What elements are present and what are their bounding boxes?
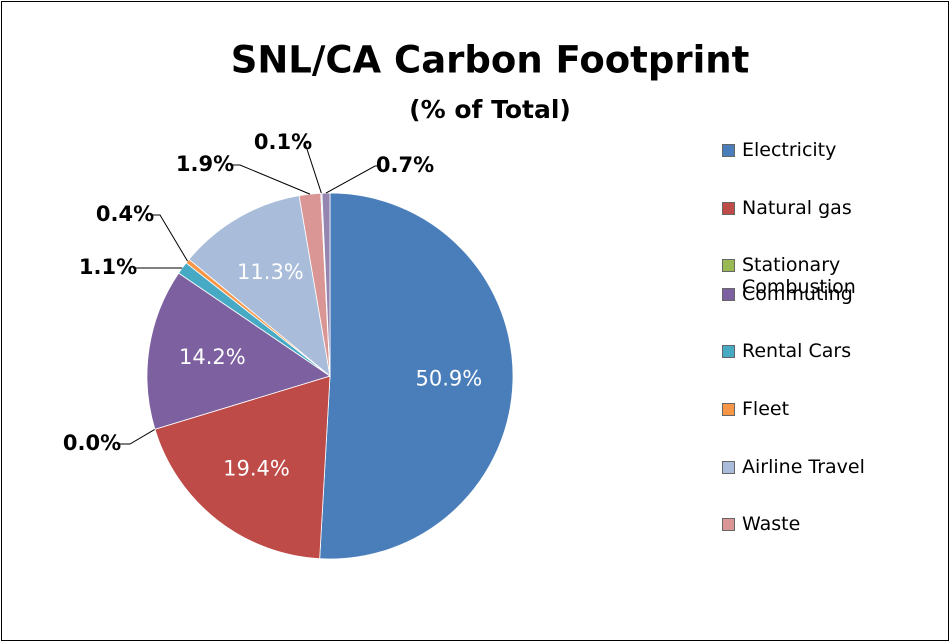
legend-label: Natural gas [742,197,852,219]
legend-swatch [722,259,735,272]
data-label: 1.1% [79,255,137,279]
legend-item: Rental Cars [722,340,902,362]
legend-swatch [722,461,735,474]
legend-item: Electricity [722,139,902,161]
chart-subtitle: (% of Total) [409,95,571,124]
data-label: 11.3% [237,260,304,284]
data-label: 50.9% [416,366,483,390]
data-label: 1.9% [176,152,234,176]
legend-label: Electricity [742,139,836,161]
legend-swatch [722,202,735,215]
leader-line [326,166,380,193]
legend-label: Airline Travel [742,456,865,478]
data-label: 0.7% [376,153,434,177]
leader-line [230,165,310,194]
legend-item: Fleet [722,398,902,420]
legend-swatch [722,288,735,301]
legend-label: Commuting [742,283,853,305]
legend-swatch [722,518,735,531]
legend-item: Commuting [722,283,902,305]
data-label: 19.4% [223,457,290,481]
legend-label: Waste [742,513,800,535]
data-label: 14.2% [179,345,246,369]
legend-label: Rental Cars [742,340,851,362]
legend-item: Natural gas [722,197,902,219]
legend-swatch [722,144,735,157]
legend-swatch [722,403,735,416]
data-label: 0.4% [96,202,154,226]
leader-line [117,429,155,444]
data-label: 0.0% [63,431,121,455]
chart-title: SNL/CA Carbon Footprint [231,39,750,82]
data-label: 0.1% [254,130,312,154]
leader-line [150,215,188,261]
legend-label: Fleet [742,398,789,420]
legend-swatch [722,345,735,358]
legend-item: Airline Travel [722,456,902,478]
legend-item: Waste [722,513,902,535]
